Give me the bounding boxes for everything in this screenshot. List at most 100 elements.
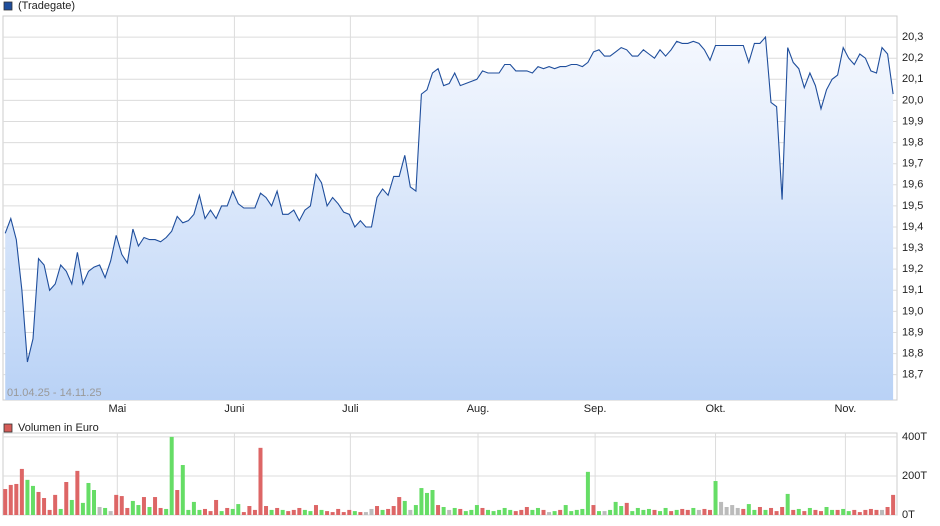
- volume-bar: [419, 488, 424, 515]
- volume-bar: [480, 507, 485, 515]
- volume-bar: [252, 509, 257, 515]
- volume-bar: [19, 468, 24, 515]
- x-tick-label: Mai: [108, 403, 126, 415]
- volume-bar: [730, 505, 735, 515]
- volume-bar: [186, 509, 191, 515]
- volume-bar: [563, 505, 568, 515]
- volume-bar: [774, 511, 779, 515]
- volume-bar: [352, 511, 357, 515]
- volume-bar: [58, 508, 63, 515]
- volume-bar: [863, 509, 868, 515]
- volume-bar: [463, 511, 468, 515]
- volume-bar: [530, 509, 535, 515]
- volume-bar: [652, 509, 657, 515]
- volume-bar: [69, 499, 74, 515]
- volume-bar: [436, 505, 441, 515]
- y-tick-label: 19,4: [902, 221, 923, 233]
- volume-bar: [336, 508, 341, 515]
- volume-bar: [430, 490, 435, 515]
- volume-bar: [125, 507, 130, 515]
- y-tick-label: 19,9: [902, 115, 923, 127]
- volume-bar: [746, 504, 751, 515]
- volume-bar: [25, 479, 30, 515]
- volume-bar: [452, 507, 457, 515]
- area: [5, 37, 894, 400]
- volume-bar: [735, 507, 740, 515]
- volume-bar: [519, 509, 524, 515]
- y-tick-label: 19,2: [902, 263, 923, 275]
- volume-bar: [36, 491, 41, 515]
- volume-bar: [108, 511, 113, 515]
- volume-bar: [569, 511, 574, 515]
- volume-bar: [780, 506, 785, 515]
- x-tick-label: Aug.: [467, 403, 490, 415]
- y-tick-label: 19,3: [902, 242, 923, 254]
- volume-bar: [585, 471, 590, 515]
- volume-bar: [646, 508, 651, 515]
- volume-bar: [491, 511, 496, 515]
- legend-label: Volumen in Euro: [18, 422, 99, 434]
- volume-bar: [202, 508, 207, 515]
- volume-bar: [524, 506, 529, 515]
- volume-bar: [92, 490, 97, 515]
- volume-bar: [441, 506, 446, 515]
- volume-bar: [136, 505, 141, 515]
- y-tick-label: 18,7: [902, 369, 923, 381]
- volume-bar: [796, 508, 801, 515]
- volume-bar: [313, 505, 318, 515]
- volume-bar: [641, 509, 646, 515]
- volume-bar: [574, 509, 579, 515]
- volume-bar: [391, 506, 396, 515]
- volume-bar: [264, 506, 269, 515]
- volume-bar: [169, 436, 174, 515]
- volume-bar: [685, 509, 690, 515]
- date-range: 01.04.25 - 14.11.25: [7, 387, 102, 399]
- volume-bar: [624, 502, 629, 515]
- volume-bar: [757, 506, 762, 515]
- volume-bar: [47, 509, 52, 515]
- volume-bar: [846, 511, 851, 515]
- plot-frame: [2, 432, 898, 516]
- volume-bar: [103, 507, 108, 515]
- y-tick-label: 20,2: [902, 52, 923, 64]
- volume-bar: [791, 509, 796, 515]
- legend-swatch: [3, 1, 13, 11]
- volume-bar: [236, 504, 241, 515]
- volume-bar: [680, 508, 685, 515]
- volume-bar: [75, 470, 80, 515]
- volume-bar: [458, 508, 463, 515]
- volume-bar: [14, 483, 19, 515]
- volume-bar: [841, 508, 846, 515]
- volume-bar: [325, 511, 330, 515]
- volume-bar: [469, 509, 474, 515]
- y-tick-label: 0T: [902, 509, 915, 521]
- volume-bar: [347, 509, 352, 515]
- price-line: [4, 35, 894, 363]
- volume-bar: [558, 509, 563, 515]
- volume-bar: [658, 511, 663, 515]
- volume-bar: [813, 509, 818, 515]
- volume-bar: [53, 494, 58, 515]
- volume-bar: [769, 507, 774, 515]
- volume-bar: [602, 511, 607, 515]
- volume-bar: [447, 509, 452, 515]
- volume-bar: [97, 506, 102, 515]
- volume-bar: [119, 496, 124, 515]
- volume-bar: [835, 509, 840, 515]
- legend-label: (Tradegate): [18, 0, 75, 12]
- volume-bar: [286, 511, 291, 515]
- volume-bar: [30, 485, 35, 515]
- volume-bar: [486, 509, 491, 515]
- x-tick-label: Nov.: [834, 403, 856, 415]
- y-tick-label: 20,0: [902, 94, 923, 106]
- volume-bar: [397, 497, 402, 515]
- volume-bar: [86, 482, 91, 515]
- volume-bar: [868, 508, 873, 515]
- volume-bar: [219, 511, 224, 515]
- volume-bar: [719, 501, 724, 515]
- volume-bar: [613, 501, 618, 515]
- volume-bar: [369, 508, 374, 515]
- y-tick-label: 20,3: [902, 31, 923, 43]
- volume-bar: [474, 505, 479, 515]
